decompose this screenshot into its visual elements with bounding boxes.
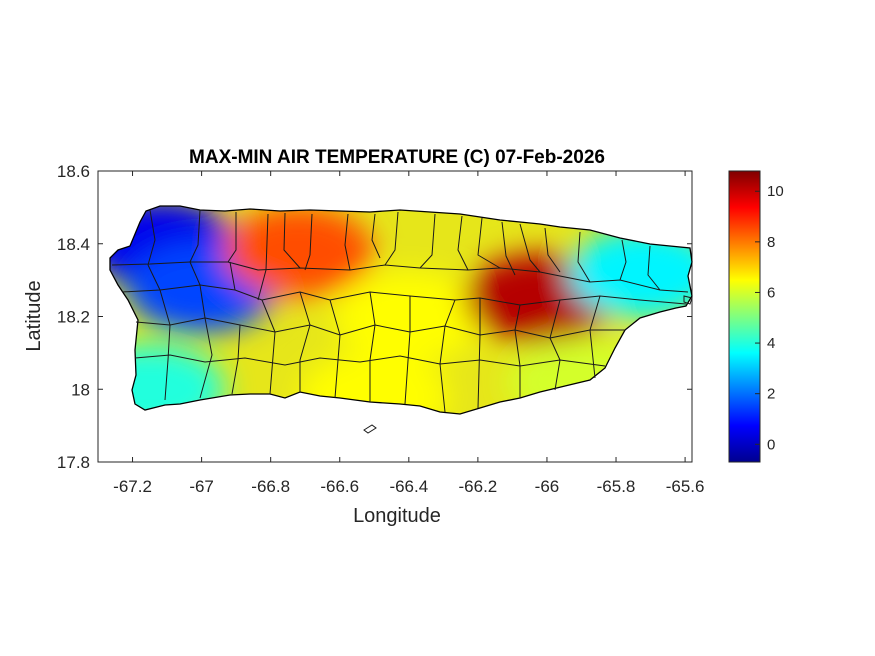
boundary-line: [147, 264, 171, 326]
y-tick-label: 17.8: [57, 453, 90, 472]
x-tick-label: -67: [189, 477, 214, 496]
colorbar-tick-label: 0: [767, 436, 775, 453]
boundary-line: [549, 299, 561, 391]
x-axis: -67.2 -67 -66.8 -66.6 -66.4 -66.2 -66 -65.8 -65.…: [113, 171, 704, 496]
boundary-line: [189, 261, 206, 319]
boundary-line: [121, 284, 687, 306]
y-tick-label: 18.6: [57, 162, 90, 181]
y-axis-label: Latitude: [23, 280, 45, 351]
east-islet: [683, 295, 693, 305]
colorbar-tick-label: 8: [767, 234, 775, 251]
boundary-line: [344, 213, 351, 271]
boundary-line: [477, 298, 481, 409]
boundary-line: [647, 245, 661, 291]
x-tick-label: -66: [535, 477, 560, 496]
boundary-line: [227, 212, 237, 263]
y-tick-label: 18: [71, 380, 90, 399]
x-tick-label: -66.6: [320, 477, 359, 496]
x-tick-label: -66.2: [459, 477, 498, 496]
x-tick-label: -66.8: [251, 477, 290, 496]
boundary-line: [283, 212, 301, 269]
y-tick-label: 18.4: [57, 235, 90, 254]
boundary-line: [519, 223, 541, 273]
y-axis: 18.6 18.4 18.2 18 17.8: [57, 162, 692, 472]
boundary-line: [577, 231, 591, 283]
boundary-line: [189, 209, 201, 263]
x-axis-label: Longitude: [353, 505, 441, 527]
chart-title: MAX-MIN AIR TEMPERATURE (C) 07-Feb-2026: [189, 147, 605, 168]
colorbar-ticks: 10 8 6 4 2 0: [755, 183, 784, 453]
boundary-line: [589, 295, 601, 379]
x-tick-label: -65.8: [597, 477, 636, 496]
boundary-line: [111, 261, 689, 293]
boundary-line: [619, 239, 627, 281]
boundary-line: [261, 299, 276, 395]
boundary-line: [231, 324, 241, 395]
temperature-region-north-central: [223, 206, 374, 297]
boundary-line: [457, 215, 469, 271]
boundary-line: [404, 296, 411, 405]
boundary-line: [369, 291, 376, 402]
boundary-line: [477, 217, 501, 269]
colorbar-tick-label: 4: [767, 335, 775, 352]
small-islands: [363, 295, 693, 434]
boundary-line: [329, 299, 341, 399]
temperature-region-central: [333, 271, 484, 362]
boundary-line: [229, 261, 236, 291]
colorbar: [728, 170, 761, 463]
x-tick-label: -67.2: [113, 477, 152, 496]
boundary-line: [199, 317, 213, 399]
x-tick-label: -65.6: [666, 477, 705, 496]
temperature-region-northeast: [568, 227, 692, 318]
colorbar-tick-label: 6: [767, 284, 775, 301]
boundary-line: [371, 213, 381, 259]
colorbar-tick-label: 2: [767, 386, 775, 403]
boundary-line: [439, 299, 456, 413]
boundary-line: [419, 213, 436, 269]
x-tick-label: -66.4: [389, 477, 428, 496]
municipality-boundaries: [111, 209, 689, 413]
y-tick-label: 18.2: [57, 308, 90, 327]
boundary-line: [164, 324, 171, 401]
colorbar-tick-label: 10: [767, 183, 784, 200]
boundary-line: [304, 213, 313, 271]
boundary-line: [384, 211, 399, 266]
caja-de-muertos-island: [363, 424, 377, 434]
boundary-line: [147, 209, 156, 266]
boundary-line: [514, 304, 521, 398]
boundary-line: [501, 221, 516, 276]
boundary-line: [299, 291, 311, 392]
boundary-line: [544, 227, 561, 273]
